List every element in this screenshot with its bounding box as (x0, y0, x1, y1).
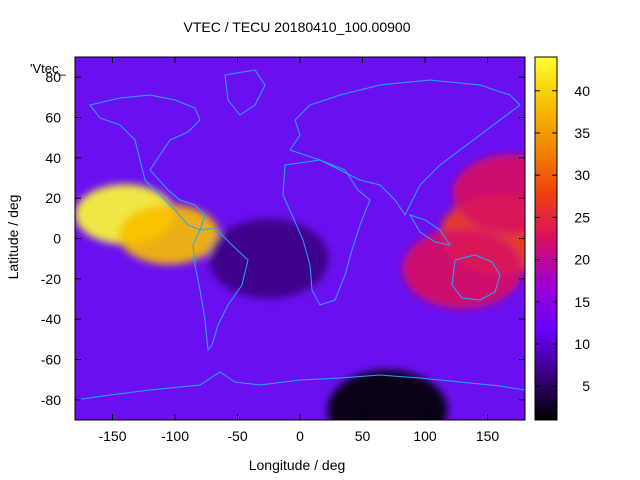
y-tick-label: -80 (41, 392, 61, 408)
y-tick-label: 0 (53, 231, 61, 247)
x-tick-label: 50 (355, 428, 371, 444)
x-axis-label: Longitude / deg (249, 457, 346, 473)
y-tick-label: 40 (45, 150, 61, 166)
x-axis: -150 -100 -50 0 50 100 150 (98, 57, 499, 444)
y-tick-label: 80 (45, 69, 61, 85)
coastline-antarctica (75, 371, 525, 401)
colorbar: 5 10 15 20 25 30 35 40 (534, 56, 590, 421)
colorbar-tick-label: 10 (574, 336, 590, 352)
x-tick-label: -100 (161, 428, 189, 444)
colorbar-tick-label: 5 (582, 378, 590, 394)
coastline-australia (451, 254, 501, 301)
colorbar-tick-label: 40 (574, 83, 590, 99)
coastline-africa (282, 159, 371, 306)
coastline-south-america (192, 227, 249, 352)
key-label: 'Vtec_ (30, 61, 66, 76)
x-tick-label: -50 (227, 428, 247, 444)
colorbar-tick-label: 15 (574, 294, 590, 310)
y-tick-label: -60 (41, 352, 61, 368)
ionosphere-features (75, 154, 525, 420)
chart-title: VTEC / TECU 20180410_100.00900 (183, 19, 410, 35)
colorbar-tick-label: 30 (574, 167, 590, 183)
x-tick-label: 0 (296, 428, 304, 444)
colorbar-tick-label: 35 (574, 125, 590, 141)
heat-feature-4 (402, 228, 523, 309)
y-tick-label: -20 (41, 271, 61, 287)
plot-area: -150 -100 -50 0 50 100 150 -80 -60 -40 -20 0 20 40 60… (41, 56, 526, 444)
y-tick-label: 20 (45, 190, 61, 206)
colorbar-ticks: 5 10 15 20 25 30 35 40 (535, 83, 590, 394)
heat-feature-6 (208, 218, 329, 299)
x-tick-label: 150 (476, 428, 500, 444)
x-tick-label: 100 (413, 428, 437, 444)
coastline-europe-asia (289, 79, 521, 216)
colorbar-tick-label: 25 (574, 209, 590, 225)
y-axis: -80 -60 -40 -20 0 20 40 60 80 (41, 69, 525, 408)
heat-feature-5 (327, 369, 448, 420)
colorbar-gradient (534, 56, 558, 421)
coastlines (75, 69, 525, 401)
coastline-north-america (89, 94, 206, 231)
y-tick-label: 60 (45, 110, 61, 126)
y-axis-label: Latitude / deg (5, 195, 21, 280)
coastline-greenland (224, 69, 266, 116)
heat-feature-3 (452, 154, 525, 235)
coastline-southeast-asia (408, 214, 452, 246)
x-tick-label: -150 (98, 428, 126, 444)
colorbar-tick-label: 20 (574, 252, 590, 268)
y-tick-label: -40 (41, 311, 61, 327)
